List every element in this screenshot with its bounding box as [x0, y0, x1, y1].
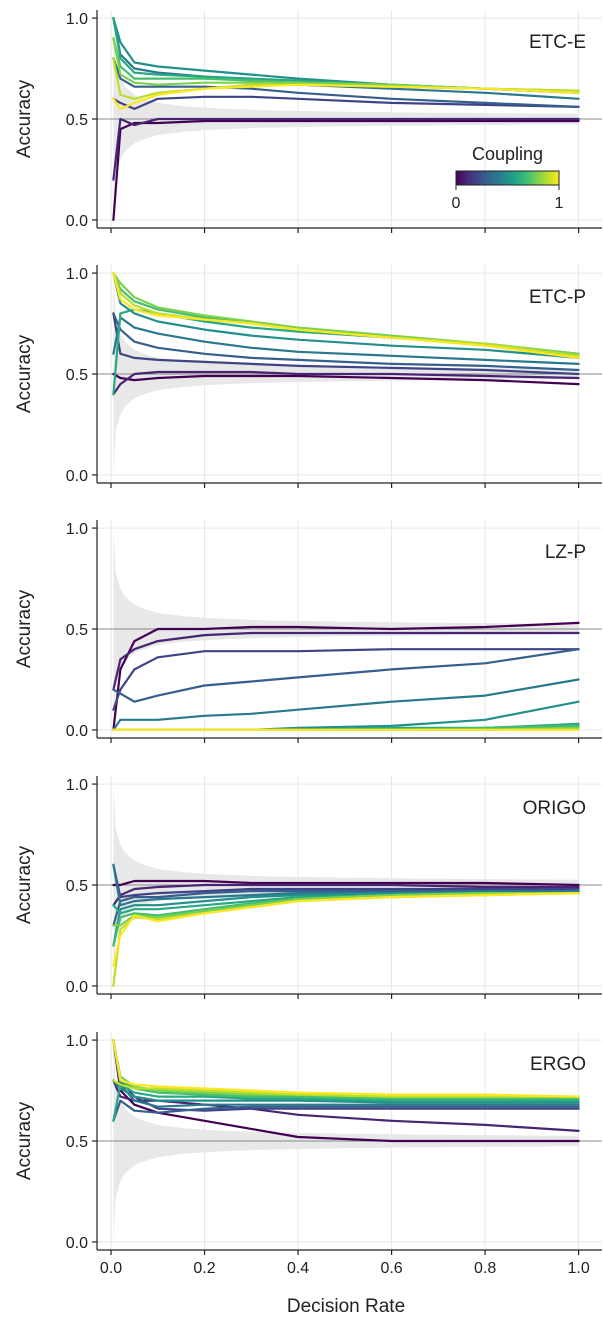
y-axis-label: Accuracy	[14, 334, 35, 413]
series-line-coupling-0.8	[112, 37, 580, 92]
colorbar-max-label: 1	[555, 195, 564, 212]
y-tick-label: 1.0	[66, 1033, 88, 1050]
y-axis-label: Accuracy	[14, 589, 35, 668]
series-line-coupling-1	[112, 1039, 580, 1098]
y-tick-label: 0.5	[66, 622, 88, 639]
x-tick-label: 0.8	[474, 1260, 496, 1277]
y-tick-label: 1.0	[66, 11, 88, 28]
panels-layer: 0.0 0.5 1.0 Accuracy ETC-E Coupling 0 1 0.0 0.5 1.…	[14, 10, 602, 1277]
series-line-coupling-0.9	[112, 1079, 580, 1098]
y-tick-label: 1.0	[66, 777, 88, 794]
series-line-coupling-0.5	[112, 272, 580, 359]
x-axis-label: Decision Rate	[287, 1296, 405, 1317]
y-tick-label: 1.0	[66, 521, 88, 538]
series-line-coupling-0.2	[112, 312, 580, 376]
series-line-coupling-0.2	[112, 863, 580, 899]
y-tick-label: 0.0	[66, 723, 88, 740]
series-line-coupling-0.1	[112, 631, 580, 691]
series-line-coupling-0.5	[112, 892, 580, 947]
x-tick-label: 0.2	[193, 1260, 215, 1277]
panel-title: LZ-P	[545, 542, 586, 563]
series-line-coupling-0.2	[112, 648, 580, 711]
series-line-coupling-0.3	[112, 648, 580, 703]
y-tick-label: 1.0	[66, 266, 88, 283]
x-tick-label: 0.0	[100, 1260, 122, 1277]
series-line-coupling-0.4	[112, 316, 580, 365]
panel-title: ETC-E	[529, 32, 586, 53]
series-line-coupling-0.4	[112, 678, 580, 731]
panel-title: ERGO	[530, 1054, 586, 1075]
series-line-coupling-0.6	[112, 1083, 580, 1122]
series-line-coupling-1	[112, 83, 580, 110]
series-line-coupling-0.7	[112, 1039, 580, 1100]
series-line-coupling-0	[112, 879, 580, 887]
series-line-coupling-0.3	[112, 312, 580, 372]
x-tick-label: 0.4	[287, 1260, 309, 1277]
colorbar-min-label: 0	[452, 195, 461, 212]
x-tick-label: 1.0	[567, 1260, 589, 1277]
panel-title: ETC-P	[529, 287, 586, 308]
panel-lz-p: 0.0 0.5 1.0 Accuracy LZ-P	[14, 520, 602, 743]
series-line-coupling-0.1	[112, 883, 580, 907]
panel-ergo: 0.0 0.5 1.0 0.0 0.2 0.4 0.6 0.8 1.0 Accuracy ERGO	[14, 1032, 602, 1277]
y-tick-label: 0.5	[66, 112, 88, 129]
y-tick-label: 0.5	[66, 878, 88, 895]
panel-etc-e: 0.0 0.5 1.0 Accuracy ETC-E Coupling 0 1	[14, 10, 602, 233]
series-line-coupling-0.5	[112, 1079, 580, 1104]
series-line-coupling-0.1	[112, 370, 580, 396]
series-line-coupling-0.7	[112, 892, 580, 947]
panel-etc-p: 0.0 0.5 1.0 Accuracy ETC-P	[14, 265, 602, 488]
y-axis-label: Accuracy	[14, 79, 35, 158]
colorbar-gradient	[455, 170, 560, 186]
panel-origo: 0.0 0.5 1.0 Accuracy ORIGO	[14, 776, 602, 999]
series-line-coupling-0.1	[112, 117, 580, 181]
y-axis-label: Accuracy	[14, 845, 35, 924]
x-tick-label: 0.6	[380, 1260, 402, 1277]
series-line-coupling-1	[112, 892, 580, 967]
series-line-coupling-0.5	[112, 17, 580, 94]
y-tick-label: 0.0	[66, 979, 88, 996]
colorbar-title: Coupling	[472, 144, 543, 164]
y-tick-label: 0.0	[66, 1235, 88, 1252]
series-line-coupling-1	[112, 272, 580, 359]
y-tick-label: 0.0	[66, 468, 88, 485]
colorbar: Coupling 0 1	[452, 144, 564, 212]
series-line-coupling-0	[112, 119, 580, 221]
y-tick-label: 0.0	[66, 213, 88, 230]
y-tick-label: 0.5	[66, 1134, 88, 1151]
y-axis-label: Accuracy	[14, 1101, 35, 1180]
series-line-coupling-0.8	[112, 892, 580, 927]
panel-title: ORIGO	[523, 798, 586, 819]
y-tick-label: 0.5	[66, 367, 88, 384]
series-line-coupling-0.3	[112, 1099, 580, 1122]
